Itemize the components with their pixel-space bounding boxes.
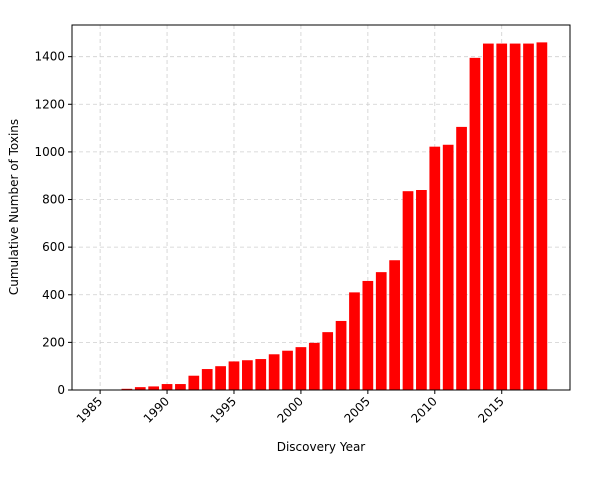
plot-frame [72,25,570,390]
bar [255,359,266,390]
bar [282,351,293,390]
bar [175,384,186,390]
bar [336,321,347,390]
bar [215,366,226,390]
bar [510,44,521,390]
bar [429,147,440,390]
y-tick-label: 600 [42,240,65,254]
x-tick-label: 2010 [408,394,439,425]
bar [403,191,414,390]
y-tick-label: 0 [57,383,65,397]
bar [188,376,199,390]
bar [416,190,427,390]
bar [242,360,253,390]
x-tick-label: 2015 [475,394,506,425]
x-tick-label: 2000 [275,394,306,425]
bar [296,347,307,390]
x-tick-label: 1990 [141,394,172,425]
bar [389,260,400,390]
y-tick-label: 800 [42,193,65,207]
bar [269,354,280,390]
y-tick-label: 200 [42,335,65,349]
bar [148,386,159,390]
bar [456,127,467,390]
bar [470,58,481,390]
bar [376,272,387,390]
x-tick-label: 1995 [208,394,239,425]
bar [202,369,213,390]
bar [483,44,494,390]
bar [537,42,548,390]
x-tick-label: 2005 [341,394,372,425]
bar [443,145,454,390]
y-tick-label: 1000 [34,145,65,159]
bar [349,292,360,390]
bar [162,384,173,390]
y-axis-label: Cumulative Number of Toxins [7,119,21,295]
x-tick-label: 1985 [74,394,105,425]
x-axis-label: Discovery Year [277,440,366,454]
bar [362,281,373,390]
y-tick-label: 1200 [34,97,65,111]
y-tick-label: 400 [42,288,65,302]
bar [496,44,507,390]
bar [523,44,534,390]
bar [229,361,240,390]
bar [309,343,320,390]
y-tick-label: 1400 [34,50,65,64]
bar [322,332,333,390]
